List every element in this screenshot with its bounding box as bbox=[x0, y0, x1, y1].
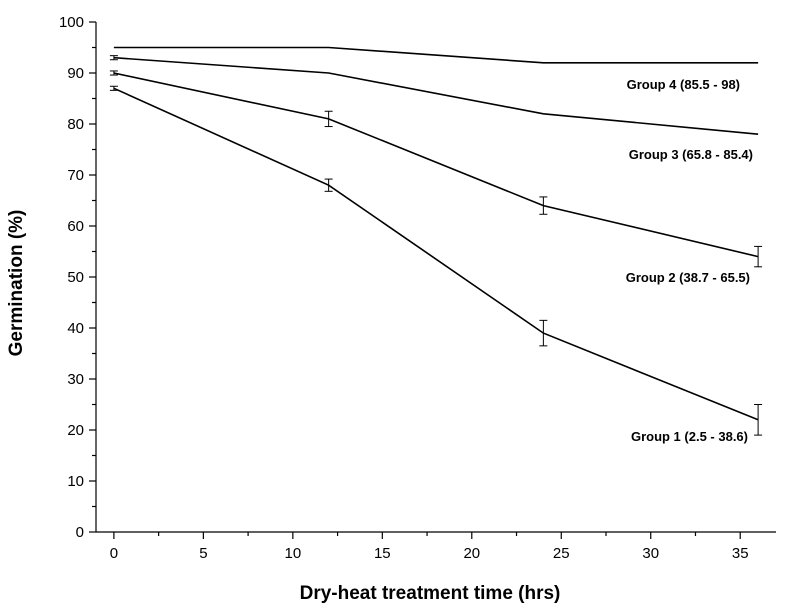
y-tick-label: 10 bbox=[67, 473, 84, 490]
y-tick-label: 50 bbox=[67, 269, 84, 286]
series-label-group-1: Group 1 (2.5 - 38.6) bbox=[631, 429, 748, 444]
y-tick-label: 30 bbox=[67, 371, 84, 388]
y-tick-label: 0 bbox=[76, 524, 84, 541]
x-tick-label: 0 bbox=[110, 545, 118, 562]
series-label-group-3: Group 3 (65.8 - 85.4) bbox=[629, 147, 753, 162]
series-label-group-4: Group 4 (85.5 - 98) bbox=[627, 77, 740, 92]
y-tick-label: 70 bbox=[67, 167, 84, 184]
y-axis-title: Germination (%) bbox=[6, 210, 27, 357]
y-tick-label: 80 bbox=[67, 116, 84, 133]
series-line-group-2 bbox=[113, 72, 759, 258]
chart-marks bbox=[109, 46, 763, 436]
y-tick-label: 60 bbox=[67, 218, 84, 235]
series-line-group-1 bbox=[113, 87, 759, 421]
x-tick-label: 35 bbox=[732, 545, 749, 562]
series-label-group-2: Group 2 (38.7 - 65.5) bbox=[626, 270, 750, 285]
chart-labels: Group 1 (2.5 - 38.6) Group 2 (38.7 - 65.5… bbox=[626, 77, 753, 444]
axes: 0 10 20 30 40 50 60 70 80 90 100 0 5 10 15 20 25 30 35 bbox=[59, 14, 776, 562]
series-line-group-4 bbox=[113, 46, 759, 64]
y-tick-label: 90 bbox=[67, 65, 84, 82]
x-tick-label: 30 bbox=[642, 545, 659, 562]
x-tick-label: 20 bbox=[463, 545, 480, 562]
x-tick-label: 15 bbox=[374, 545, 391, 562]
y-tick-label: 40 bbox=[67, 320, 84, 337]
y-tick-label: 100 bbox=[59, 14, 84, 31]
y-tick-label: 20 bbox=[67, 422, 84, 439]
series-line-group-3 bbox=[113, 56, 759, 135]
x-tick-label: 10 bbox=[284, 545, 301, 562]
x-axis-title: Dry-heat treatment time (hrs) bbox=[300, 583, 561, 604]
x-tick-label: 5 bbox=[199, 545, 207, 562]
x-tick-label: 25 bbox=[553, 545, 570, 562]
